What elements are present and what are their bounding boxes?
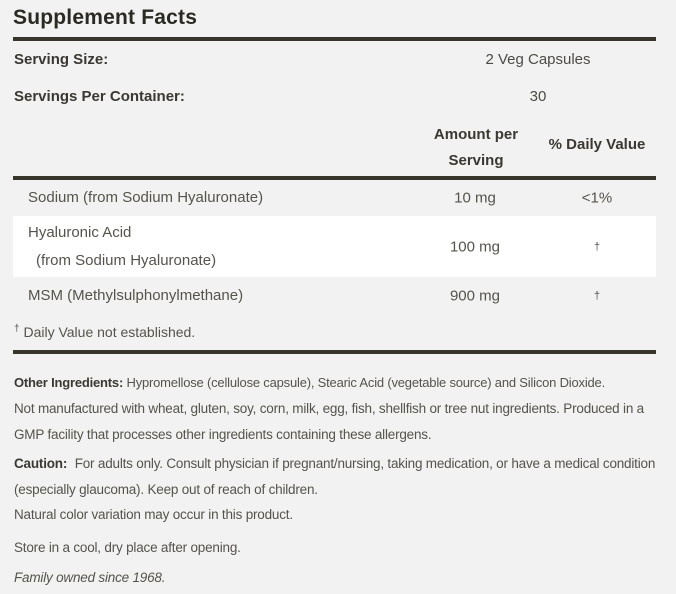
- nutrient-daily-value: <1%: [581, 189, 613, 207]
- servings-per-container-row: Servings Per Container: 30: [0, 88, 676, 106]
- nutrient-amount: 10 mg: [454, 189, 496, 207]
- servings-per-container-value: 30: [529, 88, 547, 105]
- daily-value-footnote: † Daily Value not established.: [14, 324, 195, 340]
- nutrient-amount: 900 mg: [449, 287, 501, 305]
- nutrient-row-sodium: Sodium (from Sodium Hyaluronate) 10 mg <…: [13, 180, 656, 216]
- caution-statement: Caution: For adults only. Consult physic…: [14, 451, 666, 503]
- caution-label: Caution:: [14, 456, 68, 471]
- nutrient-row-hyaluronic-acid: Hyaluronic Acid (from Sodium Hyaluronate…: [13, 216, 656, 277]
- nutrient-row-msm: MSM (Methylsulphonylmethane) 900 mg †: [13, 277, 656, 315]
- serving-size-value: 2 Veg Capsules: [485, 51, 591, 68]
- dagger-symbol: †: [14, 323, 20, 335]
- serving-size-label: Serving Size:: [14, 51, 109, 68]
- serving-size-row: Serving Size: 2 Veg Capsules: [0, 51, 676, 69]
- nutrient-amount: 100 mg: [449, 238, 501, 255]
- footnote-text: Daily Value not established.: [23, 324, 196, 340]
- servings-per-container-label: Servings Per Container:: [14, 88, 185, 105]
- page-title: Supplement Facts: [13, 6, 198, 29]
- table-bottom-divider: [13, 350, 656, 354]
- storage-note: Store in a cool, dry place after opening…: [14, 540, 241, 555]
- nutrient-daily-value-dagger: †: [593, 290, 601, 302]
- title-divider: [13, 37, 656, 41]
- color-variation-note: Natural color variation may occur in thi…: [14, 507, 293, 522]
- nutrient-daily-value-dagger: †: [593, 240, 601, 253]
- other-ingredients-label: Other Ingredients:: [14, 375, 124, 390]
- column-header-daily-value: % Daily Value: [548, 136, 646, 153]
- caution-text: For adults only. Consult physician if pr…: [14, 456, 656, 497]
- allergen-statement: Not manufactured with wheat, gluten, soy…: [14, 401, 644, 442]
- nutrient-name: Sodium (from Sodium Hyaluronate): [28, 189, 264, 206]
- column-header-amount-per-serving: Amount per Serving: [433, 126, 519, 169]
- other-ingredients: Other Ingredients: Hypromellose (cellulo…: [14, 370, 666, 396]
- header-divider: [13, 176, 656, 180]
- other-ingredients-text: Hypromellose (cellulose capsule), Steari…: [126, 375, 606, 390]
- nutrient-name: MSM (Methylsulphonylmethane): [28, 287, 244, 304]
- tagline: Family owned since 1968.: [14, 570, 166, 585]
- nutrient-name: Hyaluronic Acid (from Sodium Hyaluronate…: [28, 223, 217, 269]
